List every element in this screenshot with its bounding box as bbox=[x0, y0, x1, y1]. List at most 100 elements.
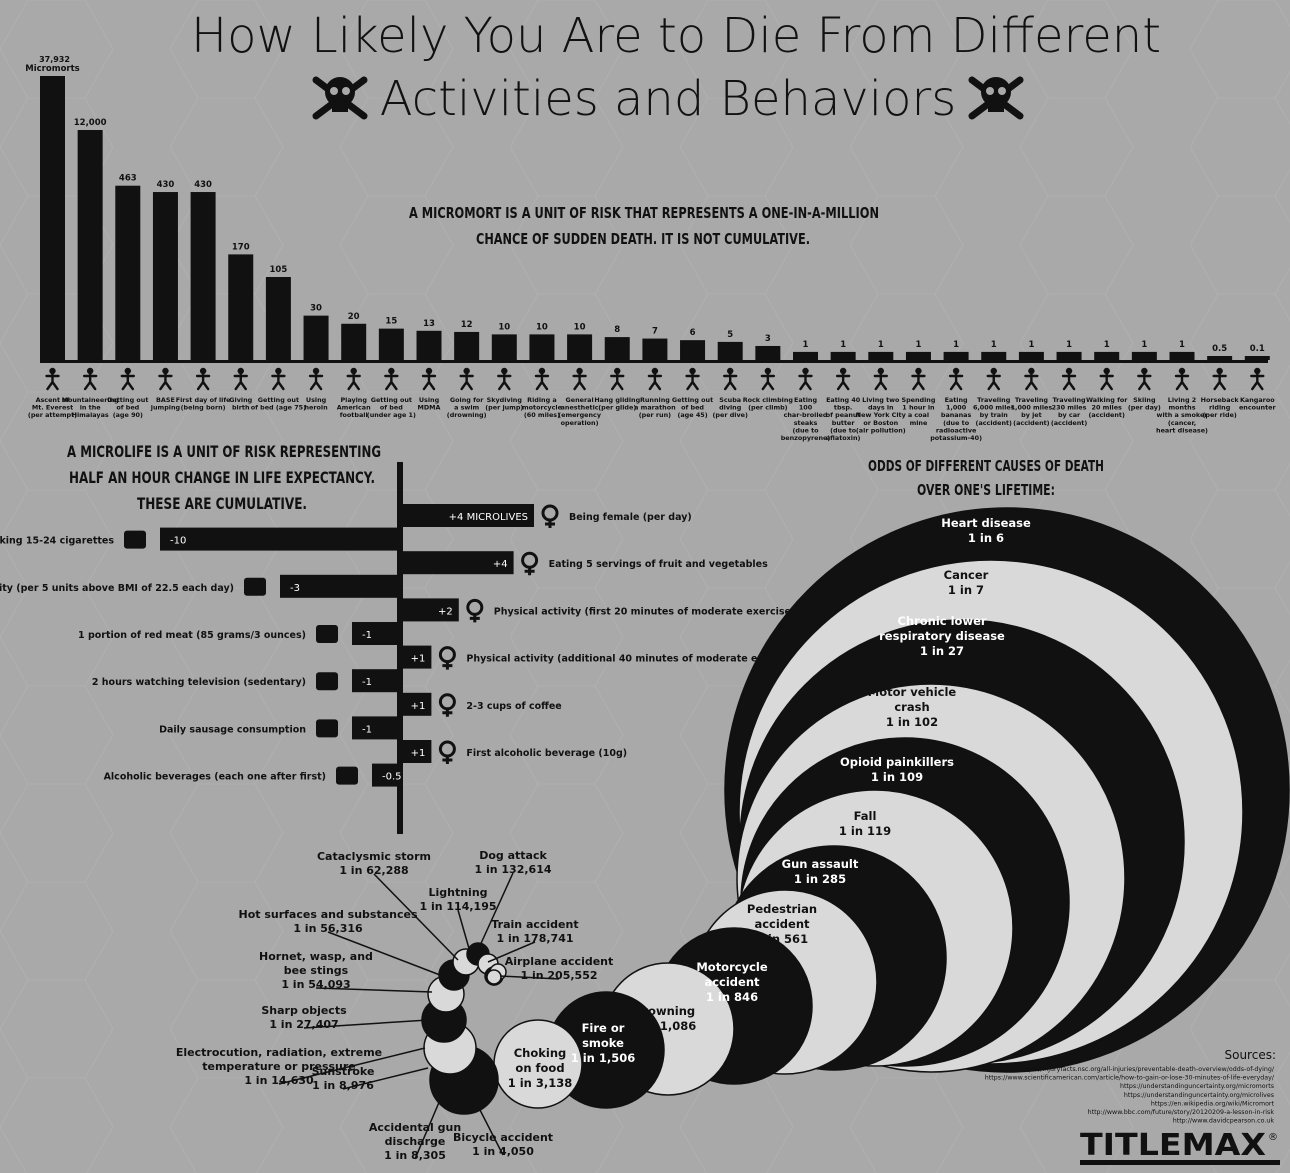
microlife-bar-group: -1 2 hours watching television (sedentary… bbox=[92, 669, 400, 693]
microlife-bar-group: +1 First alcoholic beverage (10g) bbox=[400, 740, 627, 764]
cause-odds: 1 in 132,614 bbox=[474, 863, 551, 876]
micromort-value-label: 10 bbox=[536, 322, 548, 332]
odds-note-line-1: ODDS OF DIFFERENT CAUSES OF DEATH bbox=[868, 457, 1104, 475]
cause-name: temperature or pressure bbox=[202, 1060, 356, 1073]
cause-odds: 1 in 54,093 bbox=[281, 978, 350, 991]
source-link[interactable]: https://understandinguncertainty.org/mic… bbox=[1120, 1083, 1274, 1090]
leader-line bbox=[315, 987, 433, 993]
microlife-category-label: Daily sausage consumption bbox=[159, 724, 306, 735]
micromort-value-label: 1 bbox=[1104, 340, 1110, 350]
micromort-category-label: benzopyrene) bbox=[781, 434, 831, 442]
skull-crossbones-icon bbox=[312, 76, 368, 120]
micromort-value-label: 37,932 bbox=[39, 55, 70, 64]
microlife-value-label: +1 bbox=[411, 701, 426, 712]
micromort-category-label: American bbox=[337, 404, 371, 412]
microlife-bar bbox=[160, 527, 400, 551]
micromort-bar bbox=[1056, 351, 1082, 360]
titlemax-logo: TITLEMAX ® bbox=[1080, 1128, 1280, 1165]
cigarette-ashtray-icon bbox=[124, 530, 146, 549]
cause-name: Cancer bbox=[944, 568, 989, 582]
micromort-category-label: a coal bbox=[908, 411, 929, 419]
micromort-category-label: Skiing bbox=[1133, 396, 1156, 404]
microlife-category-label: First alcoholic beverage (10g) bbox=[466, 748, 627, 759]
microlife-value-label: +2 bbox=[438, 606, 453, 617]
source-link[interactable]: https://www.scientificamerican.com/artic… bbox=[985, 1075, 1275, 1082]
micromort-category-label: of peanut bbox=[826, 411, 861, 419]
cause-name: Motorcycle bbox=[696, 960, 767, 974]
micromort-category-label: (air pollution) bbox=[856, 426, 906, 434]
microlife-note-line-1: A MICROLIFE IS A UNIT OF RISK REPRESENTI… bbox=[67, 442, 381, 461]
micromort-category-label: of bed (age 75) bbox=[251, 404, 306, 412]
micromort-category-label: Spending bbox=[901, 396, 935, 404]
micromort-category-label: of bed bbox=[681, 404, 704, 412]
micromort-value-label: 105 bbox=[270, 265, 288, 275]
micromort-bar bbox=[378, 328, 404, 360]
newborn-icon bbox=[195, 367, 211, 391]
microlife-value-label: +1 bbox=[411, 654, 426, 665]
micromort-value-label: 30 bbox=[310, 304, 322, 314]
source-link[interactable]: http://www.bbc.com/future/story/20120209… bbox=[1088, 1109, 1275, 1116]
cause-odds: 1 in 846 bbox=[706, 990, 758, 1004]
micromort-category-label: months bbox=[1168, 404, 1195, 412]
micromort-category-label: (being born) bbox=[181, 404, 226, 412]
micromort-value-label: 1 bbox=[1179, 340, 1185, 350]
cause-name: Fire or bbox=[582, 1021, 625, 1035]
micromort-category-label: (per jump) bbox=[485, 404, 523, 412]
wine-bottle-icon bbox=[336, 766, 358, 785]
micromort-bar bbox=[341, 323, 367, 360]
cause-name: Train accident bbox=[491, 918, 578, 931]
cause-name: bee stings bbox=[284, 964, 349, 977]
source-link[interactable]: https://injuryfacts.nsc.org/all-injuries… bbox=[1020, 1066, 1275, 1073]
micromort-value-label: 20 bbox=[348, 312, 360, 322]
cause-name: Gun assault bbox=[782, 857, 859, 871]
cause-name: respiratory disease bbox=[879, 629, 1005, 643]
micromort-value-label: 3 bbox=[765, 334, 771, 344]
micromort-value-label: Micromorts bbox=[25, 64, 79, 74]
micromort-category-label: (due to bbox=[830, 426, 857, 434]
title-line-1: How Likely You Are to Die From Different bbox=[191, 8, 1161, 64]
odds-note-line-2: OVER ONE'S LIFETIME: bbox=[917, 481, 1055, 499]
microlife-category-label: Smoking 15-24 cigarettes bbox=[0, 536, 114, 547]
micromort-category-label: tbsp. bbox=[834, 404, 852, 412]
micromort-category-label: football bbox=[340, 411, 368, 419]
source-link[interactable]: http://www.davidcpearson.co.uk bbox=[1173, 1118, 1275, 1125]
brand-underline bbox=[1080, 1160, 1280, 1165]
microlife-bar bbox=[372, 763, 400, 787]
micromort-bar bbox=[680, 340, 706, 360]
micromort-category-label: by jet bbox=[1021, 411, 1042, 419]
person-bed-icon bbox=[120, 367, 136, 391]
source-link[interactable]: https://understandinguncertainty.org/mic… bbox=[1124, 1092, 1274, 1099]
micromort-category-label: with a smoker bbox=[1157, 411, 1209, 419]
cause-name: on food bbox=[515, 1061, 564, 1075]
cause-name: Sharp objects bbox=[261, 1004, 347, 1017]
micromort-category-label: (age 90) bbox=[113, 411, 143, 419]
micromort-category-label: (accident) bbox=[1088, 411, 1125, 419]
cause-odds: 1 in 56,316 bbox=[293, 922, 363, 935]
micromort-value-label: 1 bbox=[915, 340, 921, 350]
micromort-category-label: (drowning) bbox=[447, 411, 487, 419]
source-link[interactable]: https://en.wikipedia.org/wiki/Micromort bbox=[1151, 1100, 1275, 1107]
micromort-bar-group: 3 Rock climbing(per climb) bbox=[743, 334, 794, 412]
kangaroo-icon bbox=[1250, 367, 1265, 391]
micromort-value-label: 5 bbox=[727, 330, 733, 340]
micromort-bar bbox=[77, 130, 103, 360]
microlife-note-line-2: HALF AN HOUR CHANGE IN LIFE EXPECTANCY. bbox=[69, 468, 375, 487]
micromort-category-label: 1 hour in bbox=[902, 404, 935, 412]
steak-icon bbox=[798, 367, 813, 391]
micromort-category-label: (accident) bbox=[1013, 419, 1050, 427]
micromort-category-label: or Boston bbox=[863, 419, 898, 427]
micromort-category-label: char-broiled bbox=[784, 411, 828, 419]
micromort-category-label: 1,000 miles bbox=[1011, 404, 1053, 412]
micromort-category-label: General bbox=[566, 396, 594, 404]
steak-icon bbox=[316, 625, 338, 643]
micromort-category-label: (cancer, bbox=[1168, 419, 1196, 427]
